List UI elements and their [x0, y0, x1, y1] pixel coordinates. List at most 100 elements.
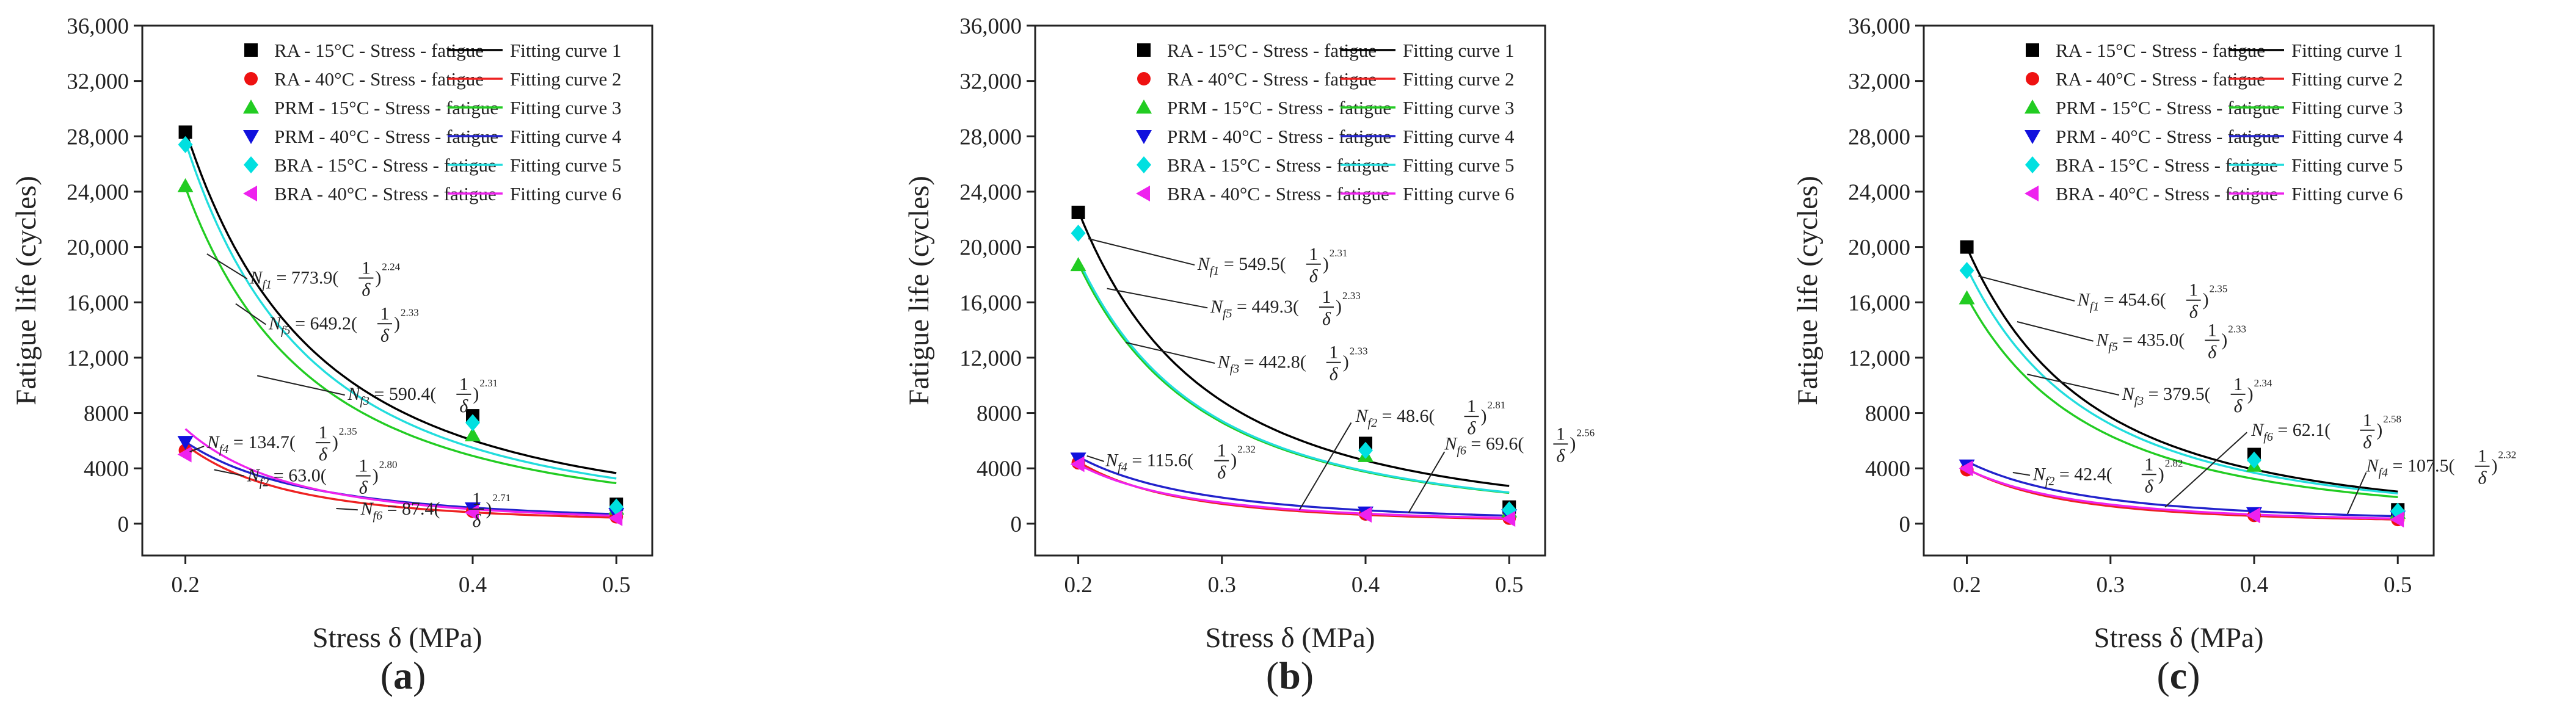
fraction-denominator: δ — [2189, 302, 2199, 322]
legend-label: Fitting curve 6 — [510, 183, 622, 204]
y-axis-title: Fatigue life (cycles) — [903, 176, 935, 405]
data-point — [1071, 205, 1085, 219]
equation-equals: = — [2099, 290, 2119, 310]
equation-equals: = — [2388, 456, 2407, 476]
leader-line — [1978, 275, 2075, 302]
fitting-curve-4 — [184, 441, 617, 515]
leader-line — [1408, 451, 1446, 513]
x-tick-label: 0.5 — [602, 573, 630, 598]
legend-marker — [1136, 130, 1152, 144]
fraction-denominator: δ — [319, 444, 328, 465]
equation-equals: = — [1219, 254, 1239, 274]
equation-exponent: 2.35 — [339, 425, 357, 437]
legend-label: Fitting curve 2 — [1403, 68, 1515, 90]
equation-f1: Nf1 = 454.6(1δ)2.35 — [1978, 275, 2228, 322]
fraction-numerator: 1 — [2189, 280, 2198, 300]
equation-subscript: f5 — [2108, 340, 2118, 353]
panel-label-open: ( — [1266, 654, 1279, 697]
equation-subscript: f6 — [1457, 444, 1466, 457]
equation-f3: Nf3 = 442.8(1δ)2.33 — [1125, 342, 1367, 385]
series-3 — [177, 178, 625, 515]
equation-paren-close: ) — [1323, 254, 1329, 274]
equation-text: Nf2 = 63.0( — [247, 466, 327, 490]
equation-exponent: 2.81 — [1488, 399, 1506, 411]
leader-line — [1086, 455, 1105, 462]
equation-subscript: f4 — [2378, 466, 2388, 480]
equation-text: Nf3 = 590.4( — [347, 384, 436, 408]
fitting-curve-4 — [1966, 460, 2398, 518]
equation-coefficient: 454.6 — [2119, 290, 2160, 310]
equation-paren-close: ) — [486, 499, 492, 519]
equation-paren-open: ( — [351, 313, 357, 333]
equation-text: Nf4 = 134.7( — [206, 432, 296, 456]
x-tick-label: 0.2 — [1064, 573, 1092, 598]
fraction-numerator: 1 — [2478, 446, 2487, 466]
legend-marker — [2025, 186, 2039, 201]
equation-f4: Nf4 = 134.7(1δ)2.35 — [189, 422, 357, 465]
panel-c: 0 4000 8000 12,000 16,000 20,000 24,000 28,000 3… — [1792, 14, 2516, 697]
fraction-numerator: 1 — [1556, 424, 1565, 444]
fraction-denominator: δ — [2234, 396, 2243, 416]
fraction-numerator: 1 — [362, 258, 371, 278]
fraction-numerator: 1 — [1329, 342, 1338, 363]
x-tick-label: 0.5 — [1495, 573, 1523, 598]
equation-symbol: N — [268, 313, 282, 333]
legend-label: Fitting curve 4 — [2291, 126, 2403, 147]
equation-coefficient: 549.5 — [1239, 254, 1279, 274]
fraction-denominator: δ — [362, 280, 371, 300]
panel-b: 0 4000 8000 12,000 16,000 20,000 24,000 28,000 3… — [903, 14, 1595, 697]
leader-line — [1107, 288, 1208, 309]
equation-paren-open: ( — [1293, 297, 1299, 317]
equation-coefficient: 590.4 — [389, 384, 431, 404]
data-point — [177, 436, 194, 451]
legend-label: Fitting curve 2 — [510, 68, 622, 90]
leader-line — [2012, 472, 2031, 476]
legend-label: Fitting curve 5 — [1403, 154, 1515, 176]
equation-exponent: 2.71 — [493, 492, 511, 504]
equation-paren-open: ( — [1187, 451, 1193, 471]
y-tick-label: 12,000 — [1848, 346, 1910, 371]
fitting-curve-4 — [1077, 455, 1510, 517]
equation-equals: = — [2118, 330, 2138, 350]
y-tick-label: 0 — [118, 512, 129, 537]
equation-symbol: N — [247, 466, 261, 486]
y-tick-label: 4000 — [84, 457, 129, 482]
equation-paren-open: ( — [2324, 420, 2330, 440]
data-point — [2246, 507, 2260, 524]
equation-paren-open: ( — [332, 267, 338, 288]
equation-text: Nf4 = 115.6( — [1105, 451, 1193, 474]
equation-paren-open: ( — [2448, 456, 2454, 476]
y-tick-label: 8000 — [84, 402, 129, 427]
equation-coefficient: 62.1 — [2293, 420, 2325, 440]
fitting-curve-1 — [1077, 210, 1510, 487]
fraction-denominator: δ — [1217, 463, 1226, 483]
data-point — [1070, 452, 1086, 467]
data-point — [1960, 240, 1974, 254]
x-axis-title: Stress δ (MPa) — [312, 622, 482, 654]
equation-subscript: f4 — [219, 443, 229, 456]
legend-marker — [1136, 100, 1152, 114]
fraction-numerator: 1 — [2208, 320, 2217, 340]
equation-exponent: 2.35 — [2210, 283, 2228, 295]
equation-equals: = — [1232, 297, 1252, 317]
legend-marker — [1136, 186, 1150, 201]
equation-paren-close: ) — [373, 466, 379, 486]
x-tick-label: 0.2 — [171, 573, 199, 598]
data-point — [465, 414, 480, 432]
legend-marker — [244, 43, 258, 57]
y-tick-label: 24,000 — [959, 180, 1022, 205]
equation-exponent: 2.82 — [2165, 457, 2183, 469]
leader-line — [1298, 422, 1352, 510]
fitting-curve-5 — [184, 141, 617, 480]
fitting-curve-3 — [184, 187, 617, 485]
fraction-denominator: δ — [1330, 364, 1339, 385]
fitting-curve-3 — [1966, 296, 2398, 498]
legend-marker — [2025, 100, 2040, 114]
equation-exponent: 2.80 — [379, 459, 398, 471]
equation-paren-close: ) — [1343, 352, 1349, 372]
y-tick-label: 24,000 — [67, 180, 129, 205]
equation-paren-open: ( — [2178, 330, 2185, 350]
x-tick-label: 0.4 — [1352, 573, 1380, 598]
equation-text: Nf6 = 69.6( — [1444, 433, 1524, 457]
data-point — [1358, 441, 1373, 459]
